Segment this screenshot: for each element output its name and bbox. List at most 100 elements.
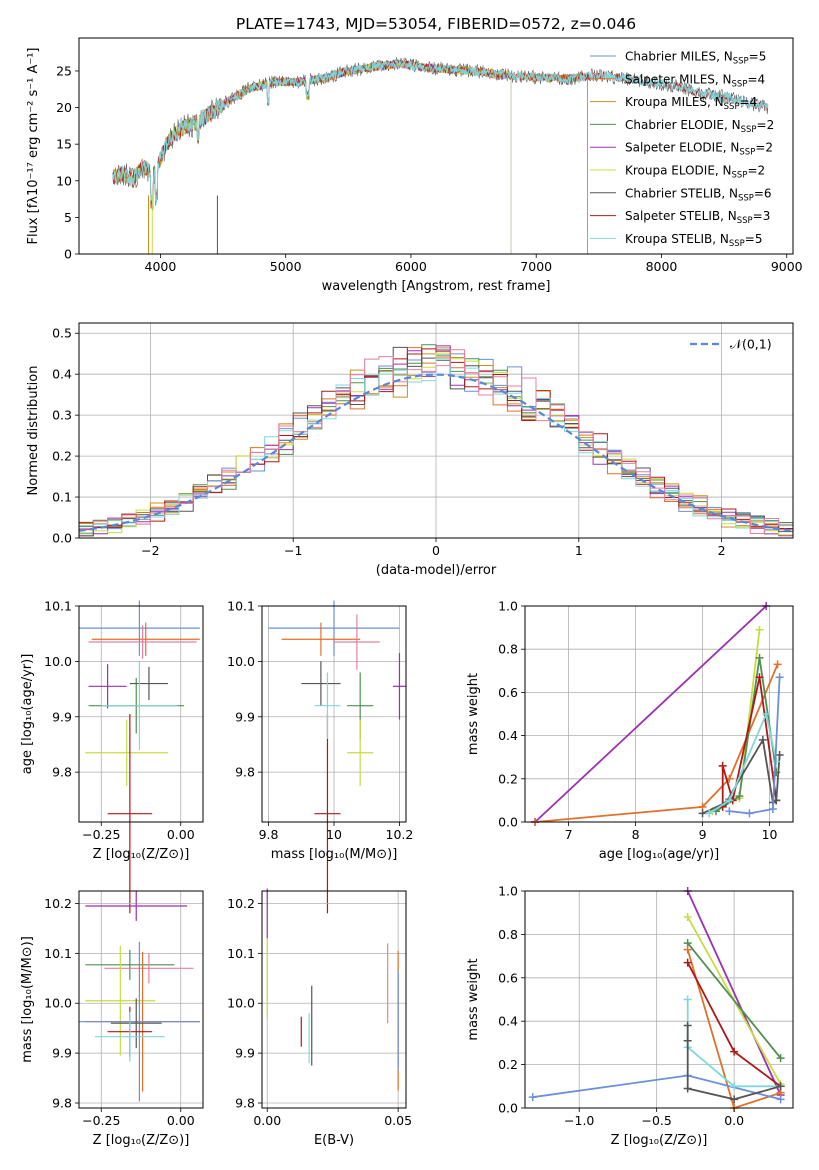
plus-marker — [776, 1054, 785, 1063]
legend-subscript: SSP — [733, 57, 749, 67]
weight-line — [721, 677, 778, 807]
plus-marker — [775, 751, 784, 760]
y-tick-label: 9.9 — [235, 709, 255, 724]
plus-marker — [775, 673, 784, 682]
weight-line — [686, 890, 782, 1096]
x-tick-label: 8000 — [646, 259, 678, 274]
histogram-step — [79, 349, 793, 534]
plus-marker — [683, 913, 692, 922]
spectrum-line — [112, 58, 588, 254]
legend-label: Salpeter ELODIE, N — [625, 141, 739, 155]
legend-label: Chabrier MILES, N — [625, 50, 733, 64]
x-tick-label: 10.2 — [386, 827, 414, 842]
spectrum-line — [112, 59, 769, 207]
y-tick-label: 10.1 — [44, 946, 72, 961]
legend-suffix: =4 — [747, 72, 765, 86]
y-tick-label: 9.8 — [52, 765, 72, 780]
legend-subscript: SSP — [737, 216, 753, 226]
plus-marker — [755, 653, 764, 662]
y-tick-label: 0.0 — [52, 531, 72, 546]
legend-entry-chabrier-stelib: Chabrier STELIB, NSSP=6 — [625, 186, 772, 203]
y-tick-label: 0.4 — [52, 367, 72, 382]
axes-frame — [78, 605, 204, 823]
x-tick-label: 0.00 — [167, 1113, 195, 1128]
y-tick-label: 0.4 — [498, 1014, 518, 1029]
legend-label: Kroupa STELIB, N — [625, 232, 729, 246]
y-tick-label: 9.8 — [235, 765, 255, 780]
plus-marker — [683, 958, 692, 967]
spectrum-line — [112, 58, 588, 254]
legend-suffix: =2 — [755, 141, 773, 155]
weight-line — [535, 663, 779, 823]
weight-line — [534, 605, 767, 823]
y-tick-label: 10.1 — [227, 599, 255, 614]
legend-entry-chabrier-miles: Chabrier MILES, NSSP=5 — [625, 50, 766, 67]
legend-subscript: SSP — [739, 148, 755, 158]
plus-marker — [683, 1084, 692, 1093]
y-tick-label: 10.2 — [227, 896, 255, 911]
plus-marker — [730, 1047, 739, 1056]
x-tick-label: 0.0 — [724, 1113, 744, 1128]
plus-marker — [730, 1082, 739, 1091]
plus-marker — [730, 1095, 739, 1104]
y-axis-label: Flux [fλ10⁻¹⁷ erg cm⁻² s⁻¹ A⁻¹] — [26, 48, 41, 245]
x-tick-label: 0.00 — [167, 827, 195, 842]
weight-vs-age-panel: 7 8 9 10 0.0 0.2 0.4 0.6 0.8 1.0 age [log₁₀(age/yr… — [466, 599, 794, 862]
plus-marker — [776, 1082, 785, 1091]
legend-label: Kroupa MILES, N — [625, 95, 724, 109]
legend-suffix: =5 — [749, 50, 767, 64]
y-axis-label: age [log₁₀(age/yr)] — [20, 654, 35, 775]
y-tick-label: 9.8 — [52, 1096, 72, 1111]
x-tick-label: 9 — [699, 827, 707, 842]
x-tick-label: −0.25 — [82, 1113, 120, 1128]
x-tick-label: 7000 — [520, 259, 552, 274]
plus-marker — [683, 1036, 692, 1045]
plus-marker — [758, 735, 767, 744]
y-tick-label: 9.8 — [235, 1096, 255, 1111]
axes-frame — [261, 890, 407, 1109]
y-tick-label: 0.2 — [52, 449, 72, 464]
x-tick-label: −0.25 — [82, 827, 120, 842]
x-tick-label: 4000 — [145, 259, 177, 274]
plus-marker — [755, 625, 764, 634]
y-tick-label: 9.9 — [235, 1046, 255, 1061]
plus-marker — [768, 805, 777, 814]
y-tick-label: 10.0 — [44, 654, 72, 669]
x-axis-label: wavelength [Angstrom, rest frame] — [322, 279, 551, 294]
weight-line — [708, 711, 778, 815]
x-axis-label: E(B-V) — [314, 1133, 354, 1148]
legend-suffix: =6 — [754, 186, 772, 200]
plus-marker — [528, 1093, 537, 1102]
plus-marker — [725, 796, 734, 805]
age-vs-mass-panel: 9.8 10 10.2 9.8 9.9 10.0 10.1 mass [log₁₀(M/M⊙)… — [227, 599, 413, 914]
y-tick-label: 0.1 — [52, 490, 72, 505]
y-tick-label: 10.2 — [44, 896, 72, 911]
y-tick-label: 10.0 — [227, 996, 255, 1011]
x-axis-label: (data-model)/error — [376, 563, 497, 578]
plus-marker — [683, 995, 692, 1004]
axes-frame — [524, 890, 794, 1109]
x-tick-label: 0.05 — [384, 1113, 412, 1128]
axes-frame — [78, 37, 794, 255]
axes-frame — [524, 605, 794, 823]
y-tick-label: 10.1 — [227, 946, 255, 961]
legend-suffix: =2 — [747, 164, 765, 178]
x-axis-label: Z [log₁₀(Z/Z⊙)] — [93, 1133, 190, 1148]
plus-marker — [705, 809, 714, 818]
y-tick-label: 1.0 — [498, 884, 518, 899]
y-tick-label: 0.0 — [498, 815, 518, 830]
legend-suffix: =2 — [757, 118, 775, 132]
x-tick-label: 8 — [632, 827, 640, 842]
y-tick-label: 0.6 — [498, 685, 518, 700]
legend-entry-kroupa-miles: Kroupa MILES, NSSP=4 — [625, 95, 757, 112]
weight-line — [729, 677, 781, 815]
legend-entry-kroupa-stelib: Kroupa STELIB, NSSP=5 — [625, 232, 763, 249]
y-axis-label: mass weight — [466, 673, 481, 755]
y-tick-label: 15 — [56, 137, 72, 152]
plus-marker — [762, 710, 771, 718]
x-axis-label: age [log₁₀(age/yr)] — [599, 847, 720, 862]
x-tick-label: 1 — [575, 543, 583, 558]
plus-marker — [735, 792, 744, 801]
y-tick-label: 10 — [56, 173, 72, 188]
